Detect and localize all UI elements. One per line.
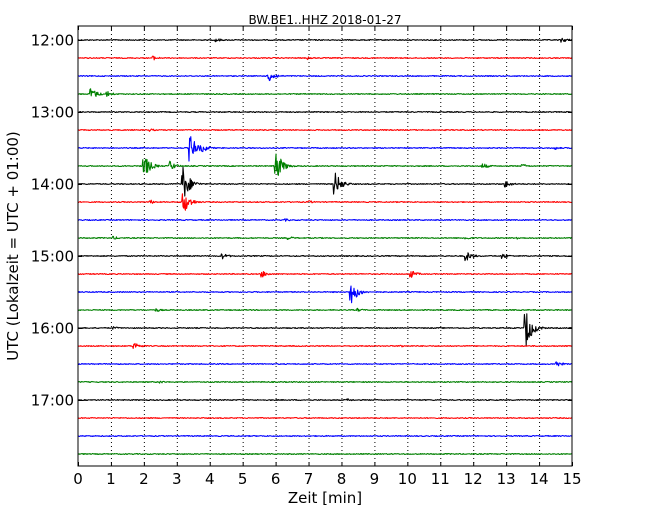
y-tick-label: 12:00	[31, 32, 74, 50]
trace-1215	[77, 55, 573, 61]
trace-1415	[77, 193, 572, 211]
trace-1430	[77, 218, 573, 222]
trace-1400	[77, 166, 572, 197]
x-axis-label: Zeit [min]	[288, 489, 362, 507]
trace-1730	[77, 434, 573, 438]
trace-1515	[77, 270, 573, 278]
y-axis-label: UTC (Lokalzeit = UTC + 01:00)	[4, 131, 22, 361]
chart-title: BW.BE1..HHZ 2018-01-27	[248, 13, 401, 27]
x-tick-label: 11	[431, 470, 450, 488]
x-tick-label: 4	[205, 470, 215, 488]
y-tick-label: 17:00	[31, 392, 74, 410]
y-tick-label: 16:00	[31, 320, 74, 338]
trace-1500	[77, 252, 573, 262]
x-tick-label: 6	[271, 470, 281, 488]
y-axis-ticks: 12:00 13:00 14:00 15:00 16:00 17:00	[31, 32, 572, 410]
x-tick-label: 15	[562, 470, 581, 488]
trace-1200	[77, 37, 573, 43]
x-axis-ticks: 0 1 2 3 4 5 6 7 8 9 10 11 12 13 14 15	[73, 26, 582, 488]
trace-1300	[77, 110, 573, 114]
trace-1600	[77, 313, 573, 346]
vertical-gridlines	[110, 26, 541, 466]
x-tick-label: 1	[106, 470, 116, 488]
trace-1745	[77, 452, 572, 456]
trace-1530	[77, 285, 573, 304]
y-tick-label: 13:00	[31, 104, 74, 122]
y-tick-label: 15:00	[31, 248, 74, 266]
x-tick-label: 14	[530, 470, 549, 488]
x-tick-label: 9	[370, 470, 380, 488]
x-tick-label: 5	[238, 470, 248, 488]
trace-1315	[77, 128, 573, 132]
trace-1445	[77, 235, 572, 241]
trace-1345	[77, 153, 572, 176]
trace-1545	[77, 307, 572, 312]
x-tick-label: 3	[172, 470, 182, 488]
trace-1645	[77, 380, 573, 384]
trace-1700	[77, 398, 573, 402]
trace-1630	[77, 361, 572, 367]
x-tick-label: 0	[73, 470, 83, 488]
y-tick-label: 14:00	[31, 176, 74, 194]
x-tick-label: 7	[304, 470, 314, 488]
trace-1245	[77, 88, 572, 98]
x-tick-label: 2	[139, 470, 149, 488]
trace-1715	[77, 416, 573, 420]
trace-1615	[77, 342, 573, 349]
x-tick-label: 10	[398, 470, 417, 488]
x-tick-label: 13	[497, 470, 516, 488]
seismogram-traces	[77, 37, 573, 456]
trace-1330	[77, 136, 572, 162]
x-tick-label: 8	[337, 470, 347, 488]
trace-1230	[77, 74, 573, 82]
x-tick-label: 12	[464, 470, 483, 488]
plot-frame	[77, 25, 573, 467]
